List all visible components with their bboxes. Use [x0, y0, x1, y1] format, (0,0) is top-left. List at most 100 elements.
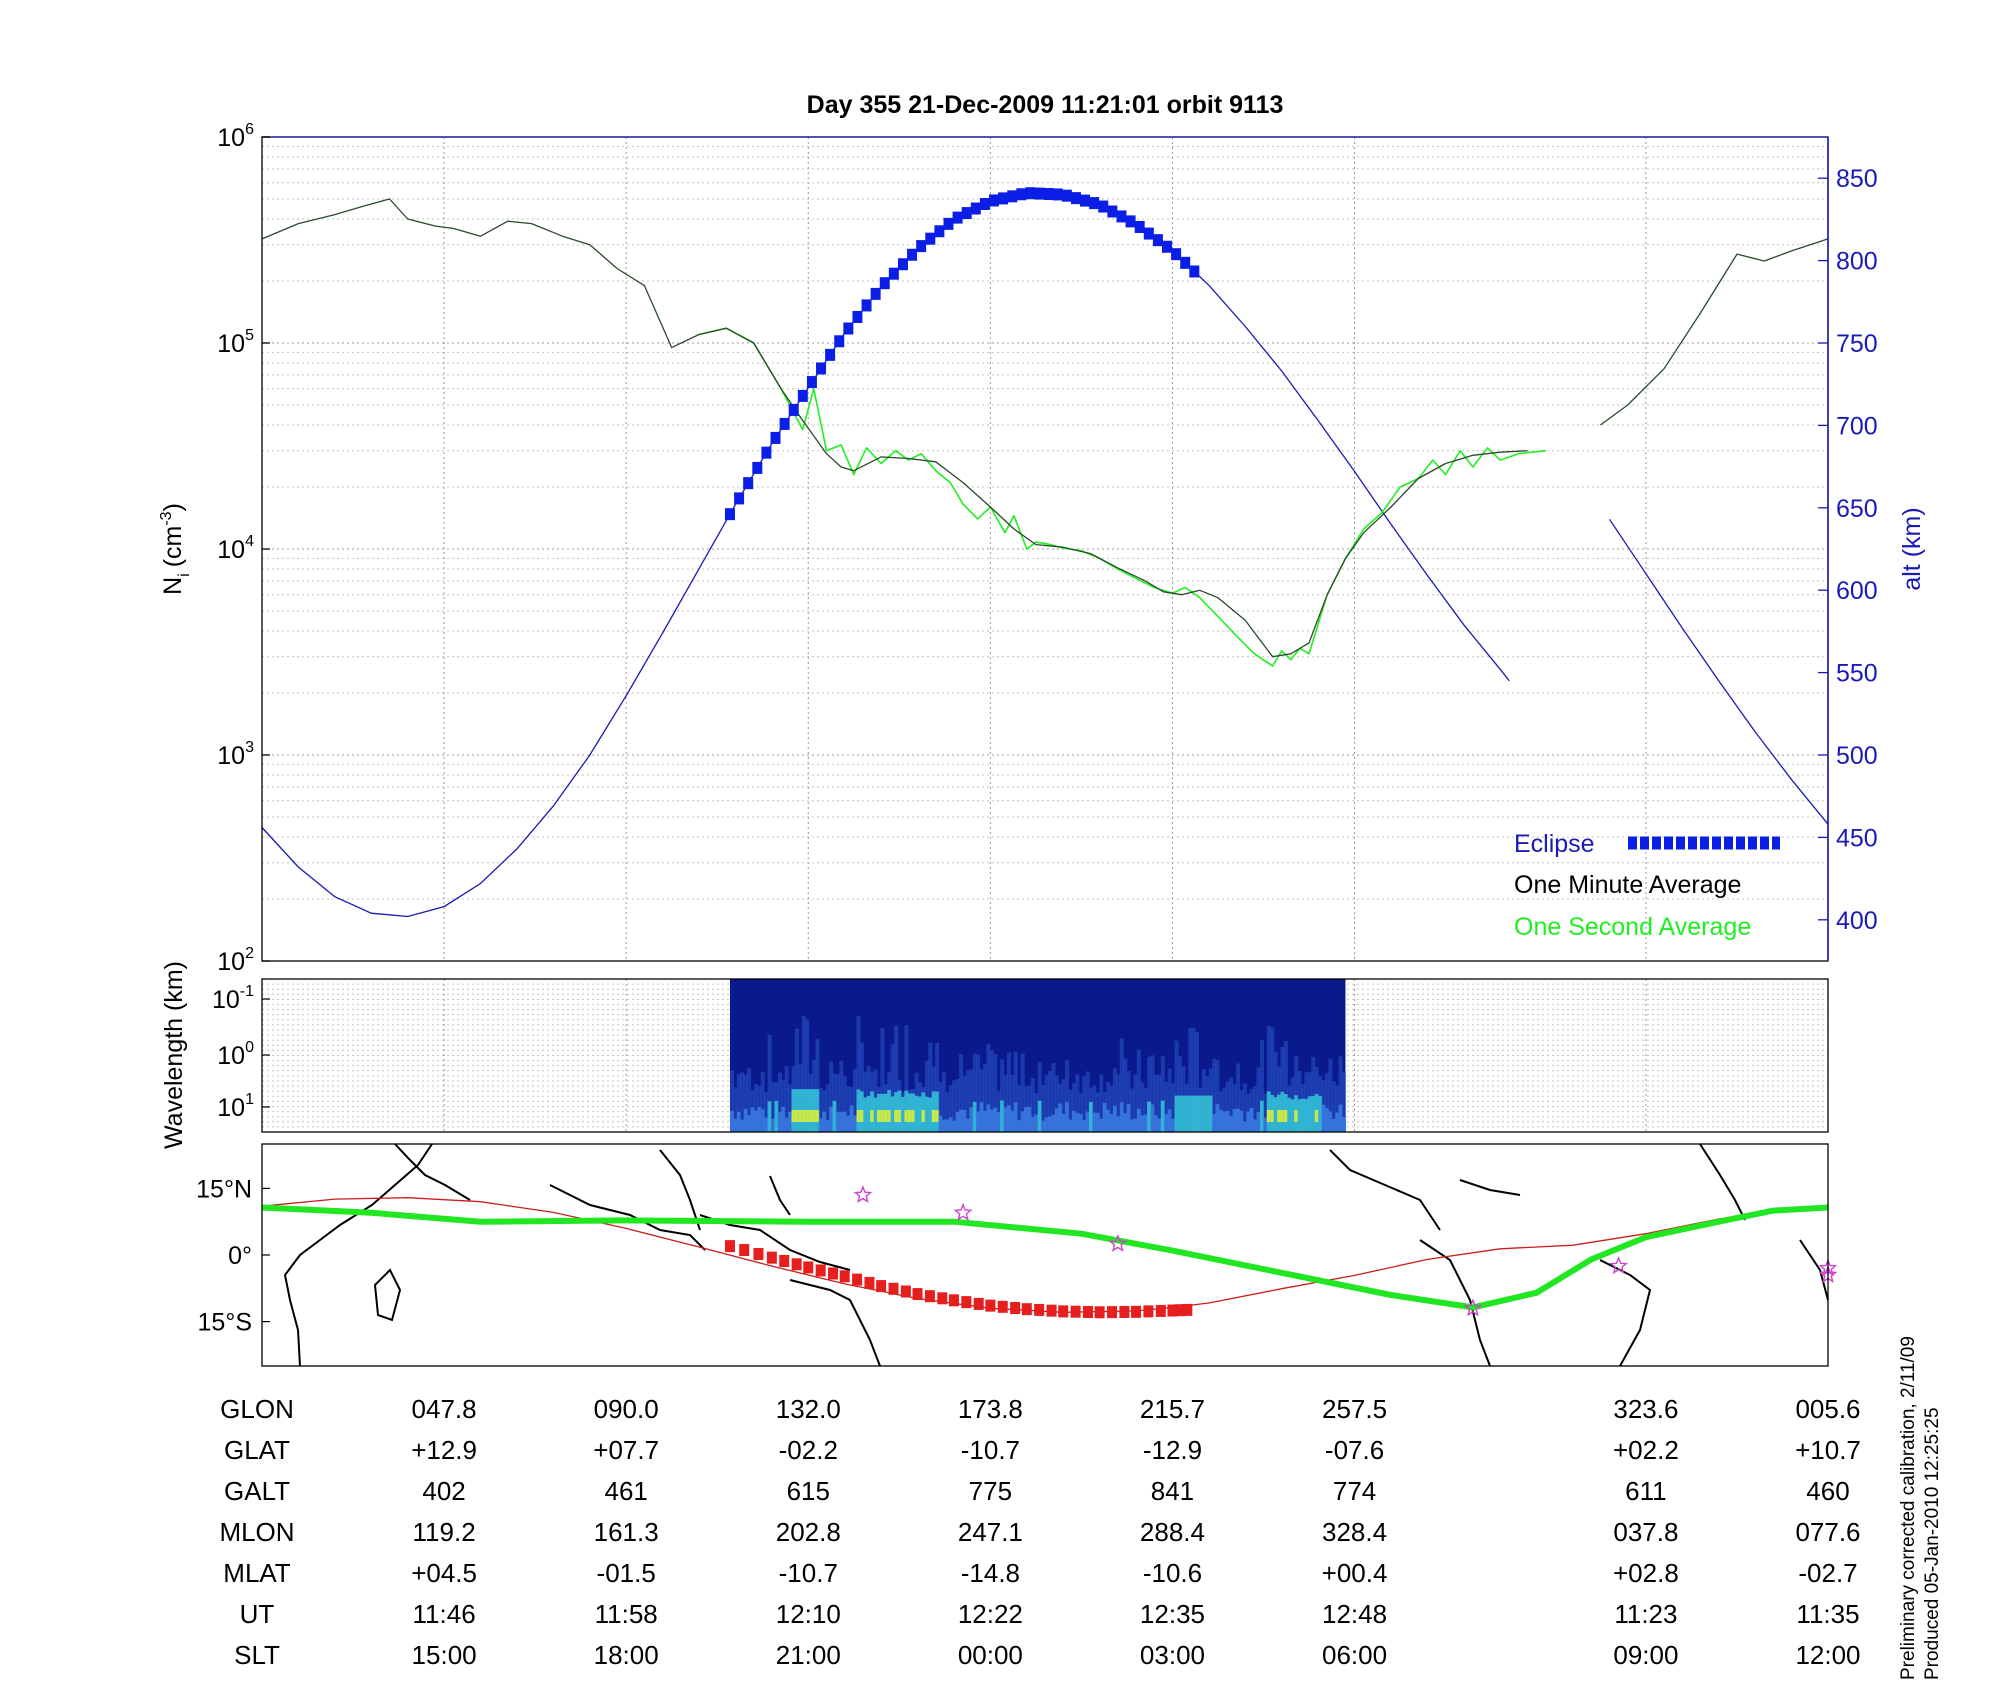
spectrogram-peak — [894, 1110, 899, 1122]
table-cell: 615 — [787, 1476, 830, 1506]
table-cell: 18:00 — [594, 1640, 659, 1670]
spectrogram-column-bright — [1212, 1113, 1217, 1132]
spectrogram-column — [1266, 1026, 1271, 1132]
spectrogram-column — [859, 1042, 864, 1132]
tick-base: 10 — [217, 330, 245, 358]
spectrogram-column — [1188, 1027, 1193, 1132]
eclipse-marker — [1180, 256, 1191, 269]
spectrogram-column — [736, 1073, 741, 1132]
spectrogram-column — [986, 1044, 991, 1132]
tick-exponent: 6 — [245, 121, 254, 138]
spectrogram-column — [853, 1068, 858, 1132]
eclipse-marker — [816, 362, 827, 375]
eclipse-track-marker — [1070, 1305, 1081, 1318]
table-cell: 21:00 — [776, 1640, 841, 1670]
spectrogram-column — [1328, 1058, 1333, 1132]
table-cell: 461 — [604, 1476, 647, 1506]
west-africa-coast — [1699, 1143, 1746, 1221]
spectrogram-column — [959, 1054, 964, 1132]
density-axis-label: Ni (cm-3) — [158, 503, 193, 595]
legend: Eclipse One Minute Average One Second Av… — [1514, 830, 1780, 941]
spectrogram-column-bright — [1195, 1095, 1200, 1132]
spectrogram-column-bright — [1075, 1112, 1080, 1132]
spectrogram-column — [1041, 1084, 1046, 1132]
table-cell: 12:10 — [776, 1599, 841, 1629]
table-cell: 03:00 — [1140, 1640, 1205, 1670]
spectrogram-column — [1044, 1074, 1049, 1132]
latitude-tick-label: 0° — [228, 1242, 252, 1270]
spectrogram-column — [924, 1060, 929, 1132]
eclipse-marker — [788, 403, 799, 416]
spectrogram-image — [729, 979, 1347, 1132]
spectrogram-column-bright — [781, 1106, 786, 1132]
spectrogram-column — [979, 1069, 984, 1132]
spectrogram-column-bright — [750, 1107, 755, 1132]
spectrogram-column — [1331, 1081, 1336, 1132]
spectrogram-column — [955, 1078, 960, 1132]
table-cell: 00:00 — [958, 1640, 1023, 1670]
spectrogram-column-bright — [764, 1117, 769, 1132]
spectrogram-column-bright — [1130, 1119, 1135, 1132]
orbit-parameter-table: GLON GLAT GALT MLON MLAT UT SLT 047.8 +12.9 402 11… — [219, 1394, 1860, 1670]
tick-base: 10 — [217, 536, 245, 564]
eclipse-marker — [806, 376, 817, 389]
alt-tick-label: 500 — [1836, 742, 1878, 770]
eclipse-track-marker — [924, 1290, 935, 1303]
eclipse-track-marker — [948, 1294, 959, 1307]
spectrogram-column-bright — [1085, 1111, 1090, 1132]
spectrogram-column-bright — [1123, 1113, 1128, 1132]
table-cell: 037.8 — [1613, 1517, 1678, 1547]
table-cell: 257.5 — [1322, 1394, 1387, 1424]
spectrogram-column-bright — [1092, 1112, 1097, 1132]
table-row-label: UT — [240, 1599, 275, 1629]
wavelength-tick-label: 10-1 — [212, 983, 254, 1014]
spectrogram-column — [1143, 1088, 1148, 1132]
spectrogram-column-bright — [1287, 1097, 1292, 1132]
eclipse-track-marker — [1174, 1304, 1185, 1317]
spectrogram-column — [1157, 1074, 1162, 1132]
table-cell: -02.2 — [779, 1435, 838, 1465]
density-tick-label: 104 — [217, 533, 254, 564]
spectrogram-column-bright — [1256, 1112, 1261, 1132]
spectrogram-column-bright — [1106, 1109, 1111, 1132]
spectrogram-column — [777, 1072, 782, 1132]
eclipse-marker — [1116, 210, 1127, 223]
conjugate-star-marker — [1108, 1233, 1128, 1252]
table-cell: 328.4 — [1322, 1517, 1387, 1547]
table-cell: +04.5 — [411, 1558, 477, 1588]
density-tick-label: 105 — [217, 327, 254, 358]
spectrogram-column — [1294, 1055, 1299, 1132]
tick-base: 10 — [217, 742, 245, 770]
eclipse-marker — [724, 508, 735, 521]
alt-tick-label: 650 — [1836, 495, 1878, 523]
spectrogram-column — [729, 1070, 734, 1132]
latitude-ticks: 15°N 0° 15°S — [196, 1175, 270, 1337]
spectrogram-column-bright — [938, 1115, 943, 1132]
eclipse-marker — [1143, 227, 1154, 240]
eclipse-track-marker — [739, 1244, 750, 1257]
spectrogram-column-bright — [1044, 1117, 1049, 1132]
eclipse-marker — [797, 389, 808, 402]
spectrogram-column-bright — [1177, 1095, 1182, 1132]
spectrogram-column-bright — [1222, 1111, 1227, 1132]
alt-axis-ticks: 400 450 500 550 600 650 700 750 800 850 — [1818, 165, 1878, 935]
spectrogram-peak — [794, 1110, 799, 1122]
wavelength-tick-label: 101 — [217, 1091, 254, 1122]
table-cell: -02.7 — [1798, 1558, 1857, 1588]
spectrogram-column-bright — [918, 1096, 923, 1132]
table-cell: 12:22 — [958, 1599, 1023, 1629]
density-label-sub: i — [176, 573, 193, 577]
spectrogram-column — [1191, 1027, 1196, 1132]
table-cell: 323.6 — [1613, 1394, 1678, 1424]
spectrogram-column — [1065, 1060, 1070, 1132]
spectrogram-column-bright — [996, 1111, 1001, 1132]
spectrogram-column-bright — [965, 1118, 970, 1132]
spectrogram-column-bright — [1089, 1102, 1094, 1132]
alt-tick-label: 750 — [1836, 330, 1878, 358]
one-minute-average-line — [1600, 238, 1829, 426]
eclipse-track-marker — [937, 1292, 948, 1305]
eclipse-marker — [1107, 205, 1118, 218]
eclipse-marker — [734, 492, 745, 505]
horn-of-africa — [394, 1143, 471, 1201]
